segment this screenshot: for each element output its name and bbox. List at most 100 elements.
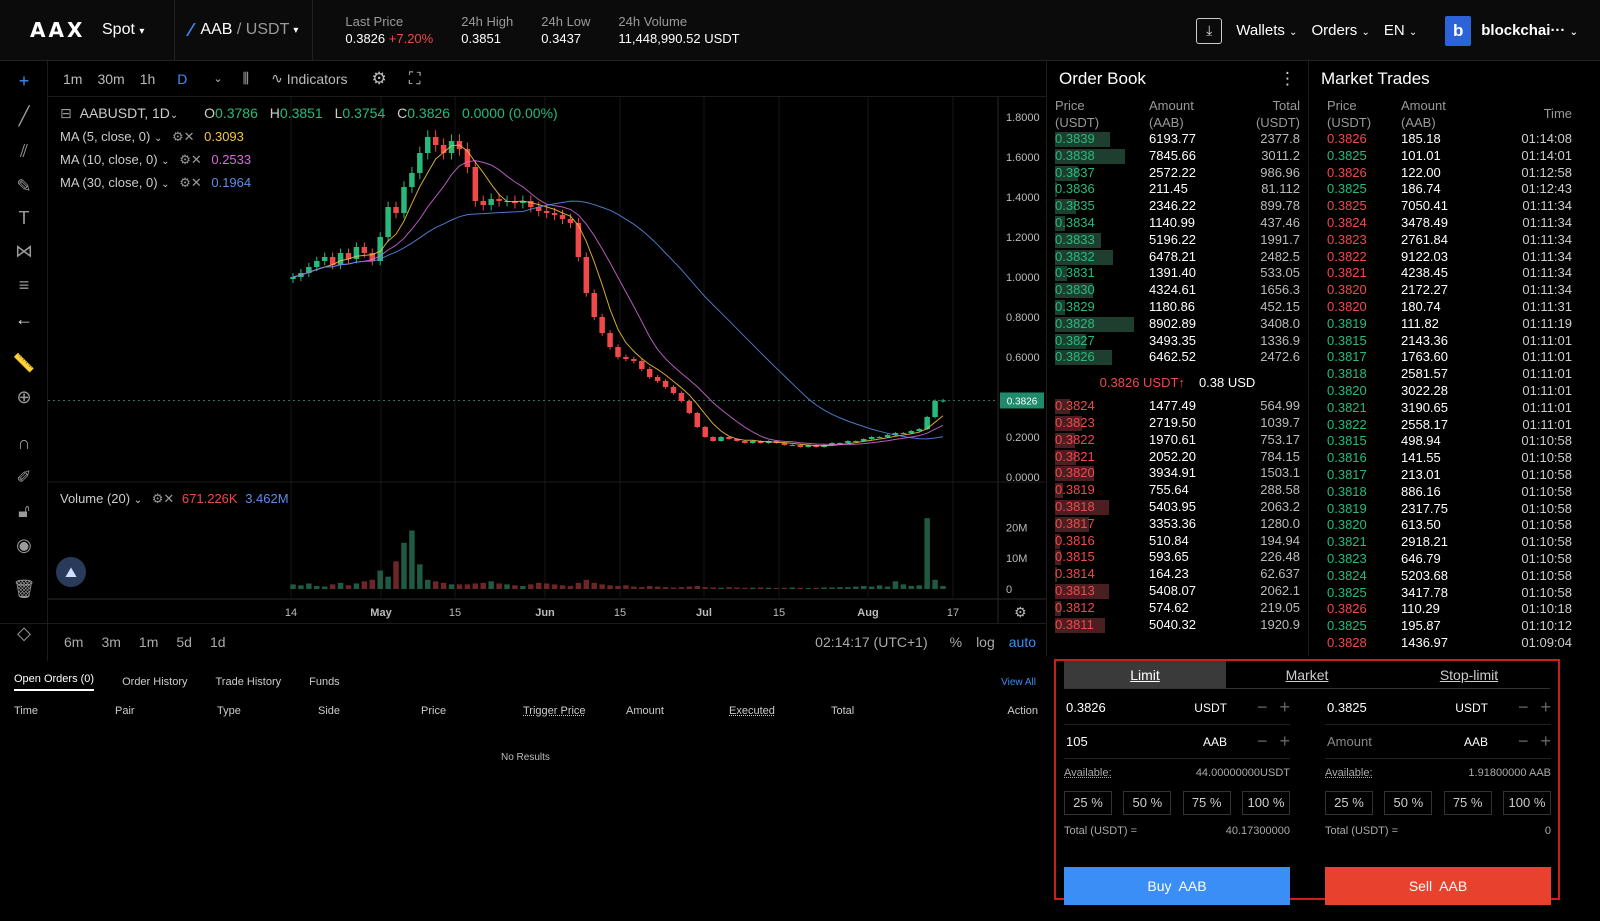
column-header[interactable]: Executed <box>729 705 775 717</box>
bid-row[interactable]: 0.3818 5403.95 2063.2 <box>1047 499 1308 516</box>
ask-row[interactable]: 0.3837 2572.22 986.96 <box>1047 165 1308 182</box>
interval-1m[interactable]: 1m <box>63 70 83 87</box>
bid-row[interactable]: 0.3811 5040.32 1920.9 <box>1047 617 1308 634</box>
tab-open-orders[interactable]: Open Orders (0) <box>14 673 95 691</box>
bid-row[interactable]: 0.3823 2719.50 1039.7 <box>1047 415 1308 432</box>
back-arrow-icon[interactable]: ← <box>15 309 33 329</box>
percent-50-button[interactable]: 50 % <box>1384 791 1433 815</box>
lock-pencil-icon[interactable]: ✐ <box>16 467 32 487</box>
chevron-down-icon[interactable]: ⌄ <box>213 73 223 85</box>
ask-row[interactable]: 0.3830 4324.61 1656.3 <box>1047 282 1308 299</box>
bid-row[interactable]: 0.3813 5408.07 2062.1 <box>1047 583 1308 600</box>
settings-icon[interactable]: ⚙✕ <box>179 175 202 190</box>
ask-row[interactable]: 0.3835 2346.22 899.78 <box>1047 198 1308 215</box>
ask-row[interactable]: 0.3838 7845.66 3011.2 <box>1047 148 1308 165</box>
trash-icon[interactable]: 🗑︎ <box>12 579 36 599</box>
auto-toggle[interactable]: auto <box>1008 634 1036 650</box>
range-5d[interactable]: 5d <box>176 634 192 650</box>
ask-row[interactable]: 0.3828 8902.89 3408.0 <box>1047 316 1308 333</box>
tradingview-logo-icon[interactable]: ⛰ <box>56 557 86 587</box>
ask-row[interactable]: 0.3827 3493.35 1336.9 <box>1047 333 1308 350</box>
percent-100-button[interactable]: 100 % <box>1502 791 1551 815</box>
interval-d[interactable]: D <box>177 70 188 87</box>
buy-amount-field[interactable]: 105 AAB − + <box>1064 725 1290 759</box>
pattern-icon[interactable]: ⋈ <box>15 241 33 261</box>
eye-icon[interactable]: ◉ <box>16 535 32 555</box>
bid-row[interactable]: 0.3816 510.84 194.94 <box>1047 533 1308 550</box>
fullscreen-icon[interactable]: ⛶ <box>408 68 421 88</box>
settings-icon[interactable]: ⚙✕ <box>179 152 202 167</box>
log-toggle[interactable]: log <box>976 634 995 650</box>
market-type-dropdown[interactable]: Spot ▾ <box>102 21 144 39</box>
ma-label[interactable]: MA (10, close, 0) <box>60 152 158 167</box>
settings-icon[interactable]: ⚙✕ <box>151 491 175 506</box>
tab-trade-history[interactable]: Trade History <box>215 676 282 688</box>
range-3m[interactable]: 3m <box>101 634 121 650</box>
tab-market[interactable]: Market <box>1285 667 1329 683</box>
range-1d[interactable]: 1d <box>209 634 226 650</box>
percent-50-button[interactable]: 50 % <box>1123 791 1172 815</box>
pair-selector[interactable]: ⁄ AAB / USDT ▾ <box>189 20 298 41</box>
tab-order-history[interactable]: Order History <box>122 676 188 688</box>
plus-icon[interactable]: + <box>1279 731 1290 751</box>
percent-25-button[interactable]: 25 % <box>1064 791 1112 815</box>
ask-row[interactable]: 0.3831 1391.40 533.05 <box>1047 265 1308 282</box>
plus-icon[interactable]: + <box>1540 697 1551 717</box>
range-1m[interactable]: 1m <box>138 634 159 650</box>
plus-icon[interactable]: + <box>1279 697 1290 717</box>
gear-icon[interactable]: ⚙ <box>371 68 387 88</box>
more-icon[interactable]: ⋮ <box>1279 69 1296 88</box>
ma-label[interactable]: MA (5, close, 0) <box>60 129 151 144</box>
settings-icon[interactable]: ⚙✕ <box>171 129 195 144</box>
download-icon[interactable]: ⤓ <box>1196 17 1223 44</box>
collapse-icon[interactable]: ⊟ <box>60 105 72 121</box>
symbol-label[interactable]: AABUSDT, 1D <box>79 105 170 121</box>
ask-row[interactable]: 0.3826 6462.52 2472.6 <box>1047 349 1308 366</box>
tab-funds[interactable]: Funds <box>309 676 340 688</box>
crosshair-icon[interactable]: + <box>18 71 30 91</box>
bid-row[interactable]: 0.3822 1970.61 753.17 <box>1047 432 1308 449</box>
zoom-in-icon[interactable]: ⊕ <box>16 387 32 407</box>
buy-price-field[interactable]: 0.3826 USDT − + <box>1064 691 1290 725</box>
bid-row[interactable]: 0.3820 3934.91 1503.1 <box>1047 465 1308 482</box>
interval-30m[interactable]: 30m <box>97 70 125 87</box>
range-6m[interactable]: 6m <box>64 634 84 650</box>
bid-row[interactable]: 0.3824 1477.49 564.99 <box>1047 398 1308 415</box>
ruler-icon[interactable]: 📏 <box>12 353 36 373</box>
fib-icon[interactable]: ⫽ <box>19 141 29 161</box>
percent-100-button[interactable]: 100 % <box>1241 791 1290 815</box>
percent-25-button[interactable]: 25 % <box>1325 791 1373 815</box>
avatar[interactable]: b <box>1445 15 1472 46</box>
buy-button[interactable]: Buy AAB <box>1064 867 1290 905</box>
bid-row[interactable]: 0.3812 574.62 219.05 <box>1047 600 1308 617</box>
bid-row[interactable]: 0.3815 593.65 226.48 <box>1047 549 1308 566</box>
bid-row[interactable]: 0.3821 2052.20 784.15 <box>1047 449 1308 466</box>
trend-line-icon[interactable]: ╱ <box>18 106 30 126</box>
prediction-icon[interactable]: ≡ <box>18 275 30 295</box>
ask-row[interactable]: 0.3829 1180.86 452.15 <box>1047 299 1308 316</box>
minus-icon[interactable]: − <box>1256 731 1268 751</box>
account-menu[interactable]: blockchai··· ⌄ <box>1481 22 1578 39</box>
indicators-icon[interactable]: ∿ <box>271 70 283 86</box>
indicators-button[interactable]: Indicators <box>286 70 348 87</box>
minus-icon[interactable]: − <box>1256 697 1268 717</box>
sell-amount-field[interactable]: Amount AAB − + <box>1325 725 1551 759</box>
magnet-icon[interactable]: ∩ <box>17 433 31 453</box>
percent-75-button[interactable]: 75 % <box>1443 791 1492 815</box>
lock-icon[interactable]: 🔓︎ <box>18 501 30 521</box>
ask-row[interactable]: 0.3833 5196.22 1991.7 <box>1047 232 1308 249</box>
column-header[interactable]: Trigger Price <box>523 705 586 717</box>
price-chart[interactable]: 1.8000 1.6000 1.4000 1.2000 1.0000 0.8000 0.60… <box>48 97 1046 623</box>
minus-icon[interactable]: − <box>1517 697 1529 717</box>
language-menu[interactable]: EN ⌄ <box>1384 22 1417 39</box>
plus-icon[interactable]: + <box>1540 731 1551 751</box>
view-all-link[interactable]: View All <box>1001 676 1036 688</box>
tab-limit[interactable]: Limit <box>1064 661 1226 688</box>
brush-icon[interactable]: ✎ <box>16 176 32 196</box>
tab-stop-limit[interactable]: Stop-limit <box>1439 667 1499 683</box>
text-icon[interactable]: T <box>18 208 30 228</box>
ask-row[interactable]: 0.3839 6193.77 2377.8 <box>1047 131 1308 148</box>
bid-row[interactable]: 0.3817 3353.36 1280.0 <box>1047 516 1308 533</box>
ask-row[interactable]: 0.3832 6478.21 2482.5 <box>1047 249 1308 266</box>
ma-label[interactable]: MA (30, close, 0) <box>60 175 158 190</box>
